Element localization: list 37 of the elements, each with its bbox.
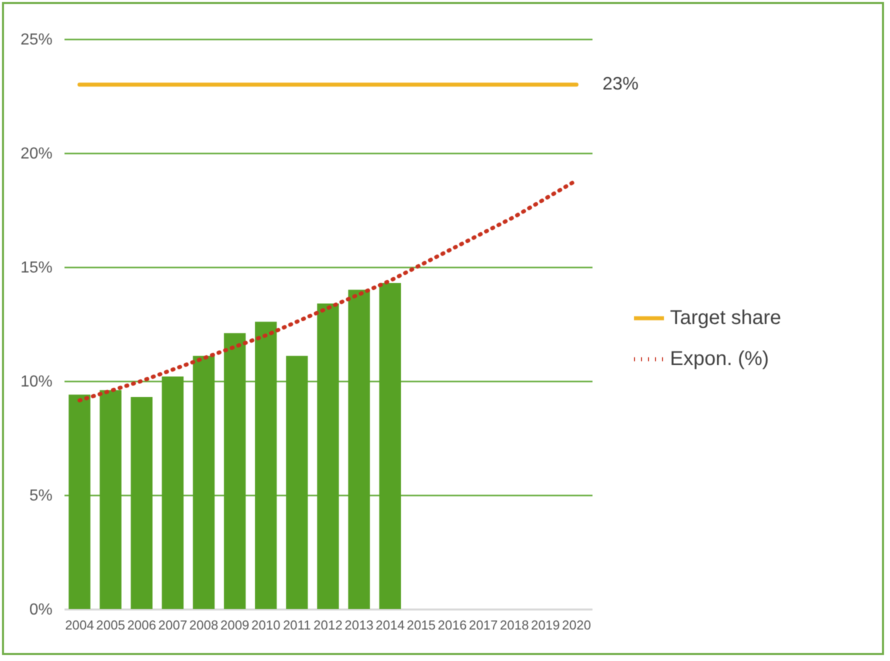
x-tick-label: 2017	[468, 618, 498, 632]
x-tick-label: 2009	[220, 618, 250, 632]
x-tick-label: 2015	[406, 618, 436, 632]
y-tick-label: 0%	[29, 602, 52, 618]
bar	[348, 290, 370, 609]
y-tick-label: 25%	[20, 32, 52, 48]
x-tick-label: 2004	[65, 618, 94, 632]
x-tick-label: 2010	[251, 618, 280, 632]
x-tick-label: 2013	[344, 618, 374, 632]
x-tick-label: 2007	[158, 618, 188, 632]
y-tick-label: 5%	[29, 488, 52, 504]
bar	[286, 356, 308, 609]
x-tick-label: 2018	[500, 618, 529, 632]
x-tick-label: 2008	[189, 618, 218, 632]
y-tick-label: 10%	[20, 374, 52, 390]
x-tick-label: 2012	[314, 618, 342, 632]
data-label: 23%	[602, 74, 638, 94]
bar	[317, 303, 339, 609]
bar	[162, 376, 184, 609]
x-tick-label: 2005	[96, 618, 126, 632]
legend-label: Target share	[670, 307, 782, 330]
x-tick-label: 2016	[438, 618, 467, 632]
bar	[224, 333, 246, 609]
bar	[192, 356, 215, 609]
y-tick-label: 20%	[20, 146, 52, 162]
y-tick-label: 15%	[20, 260, 52, 276]
x-tick-label: 2020	[562, 618, 591, 632]
bar	[130, 396, 153, 609]
bar	[379, 282, 401, 609]
x-tick-label: 2014	[376, 618, 405, 632]
x-tick-label: 2011	[282, 618, 311, 632]
bar	[100, 390, 122, 609]
x-tick-label: 2006	[127, 618, 156, 632]
bar	[68, 394, 90, 609]
x-tick-label: 2019	[530, 618, 560, 632]
bar	[255, 322, 277, 609]
legend-label: Expon. (%)	[670, 348, 769, 370]
